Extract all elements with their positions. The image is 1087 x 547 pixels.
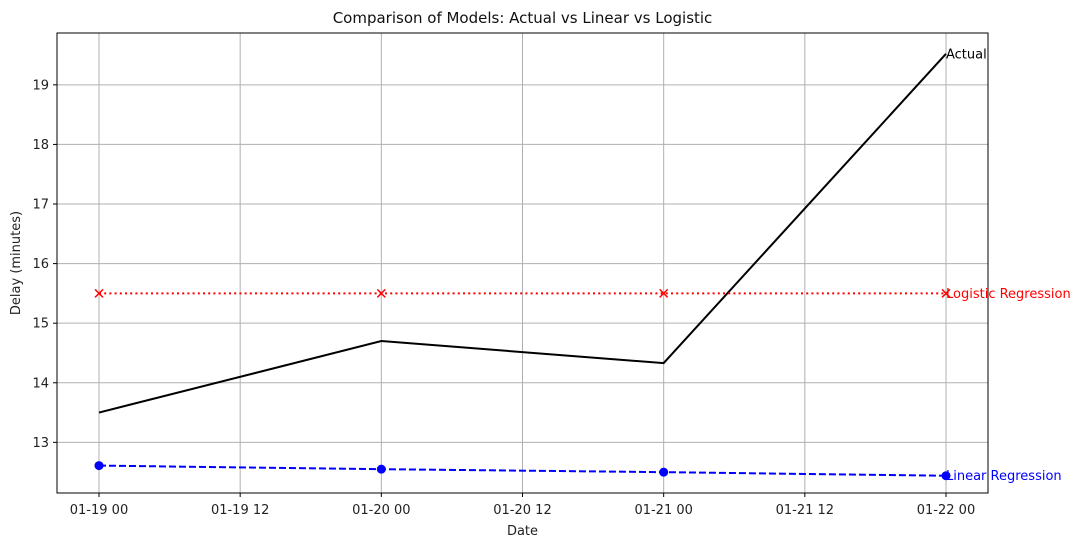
- y-axis-title: Delay (minutes): [9, 211, 24, 315]
- x-tick-label: 01-19 12: [211, 503, 269, 518]
- series-line-actual: [98, 53, 947, 414]
- y-tick-label: 17: [32, 198, 49, 213]
- series-layer: Actual Logistic Regression Linear Regressi…: [94, 47, 1071, 484]
- series-logistic-regression: Logistic Regression: [94, 287, 1071, 302]
- x-tick-label: 01-20 12: [493, 503, 551, 518]
- y-tick-label: 14: [32, 376, 49, 391]
- y-tick-label: 18: [32, 138, 49, 153]
- x-tick-label: 01-21 12: [776, 503, 834, 518]
- x-axis-title: Date: [507, 524, 538, 539]
- y-tick-label: 13: [32, 436, 49, 451]
- data-point: [941, 288, 951, 298]
- series-label: Logistic Regression: [946, 287, 1071, 302]
- series-line-linear-regression: [98, 464, 947, 477]
- x-axis: 01-19 00 01-19 12 01-20 00 01-20 12 01-21 00…: [70, 493, 975, 518]
- y-tick-label: 16: [32, 257, 49, 272]
- data-point: [376, 464, 386, 474]
- y-tick-label: 15: [32, 317, 49, 332]
- series-label: Actual: [946, 47, 987, 62]
- data-point: [659, 288, 669, 298]
- series-actual: Actual: [98, 47, 987, 414]
- data-point: [659, 467, 669, 477]
- grid: [57, 33, 988, 493]
- chart-title: Comparison of Models: Actual vs Linear v…: [333, 9, 713, 27]
- series-linear-regression: Linear Regression: [94, 461, 1062, 484]
- x-tick-label: 01-19 00: [70, 503, 128, 518]
- data-point: [941, 471, 951, 481]
- data-point: [376, 288, 386, 298]
- data-point: [94, 461, 104, 471]
- series-label: Linear Regression: [946, 469, 1062, 484]
- y-axis: 13 14 15 16 17 18 19: [32, 78, 57, 451]
- x-tick-label: 01-22 00: [917, 503, 975, 518]
- y-tick-label: 19: [32, 78, 49, 93]
- data-point: [94, 288, 104, 298]
- x-tick-label: 01-21 00: [634, 503, 692, 518]
- x-tick-label: 01-20 00: [352, 503, 410, 518]
